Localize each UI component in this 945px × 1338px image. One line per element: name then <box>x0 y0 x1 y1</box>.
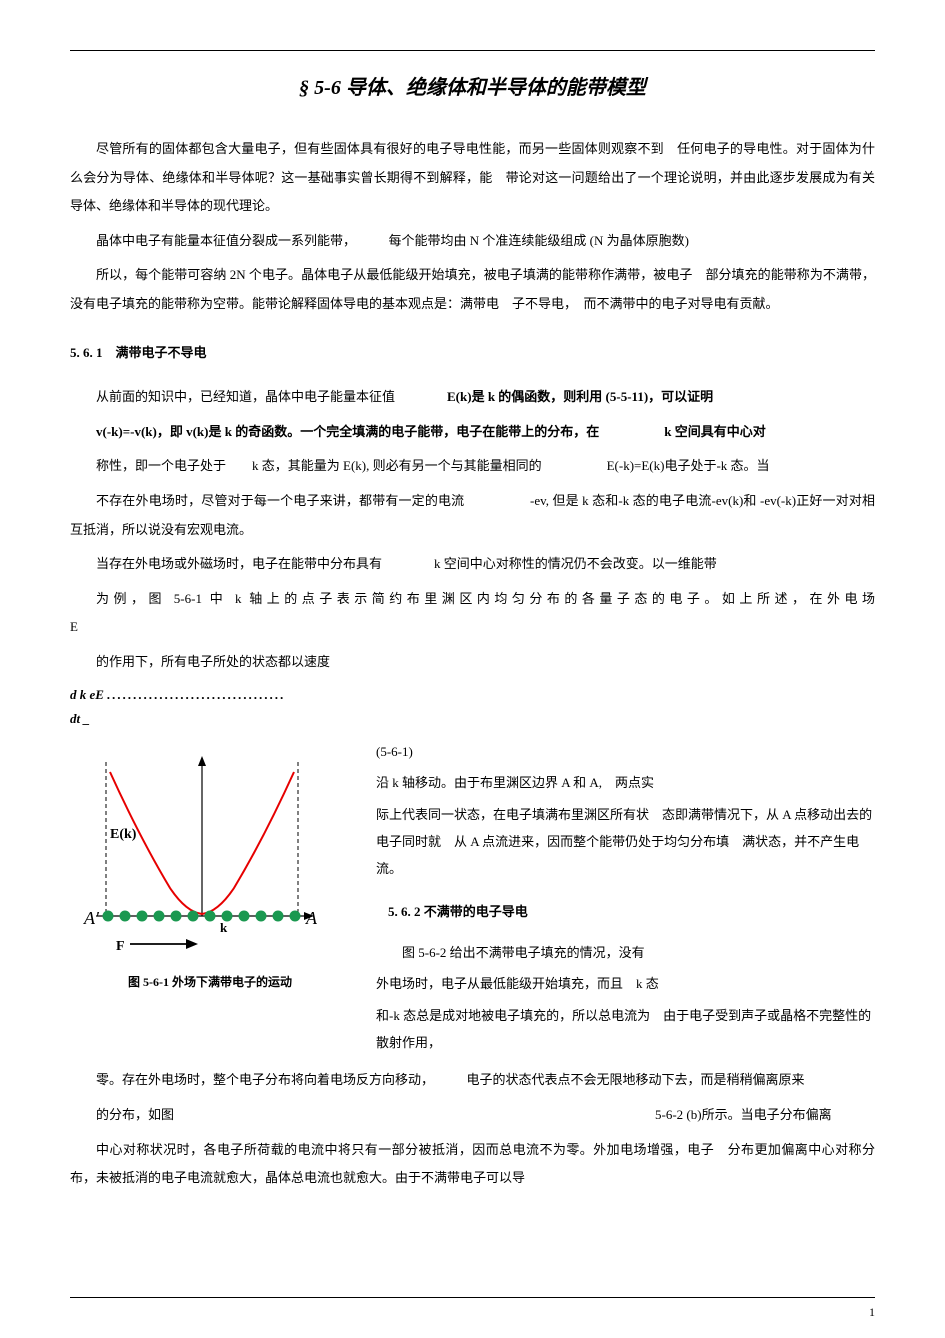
eq-line2: dt _ <box>70 711 90 726</box>
right-para-4: 外电场时，电子从最低能级开始填充，而且 k 态 <box>376 970 875 997</box>
body-para-7: 的作用下，所有电子所处的状态都以速度 <box>70 648 875 677</box>
label-Ek: E(k) <box>110 827 137 842</box>
body-para-1: 从前面的知识中，已经知道，晶体中电子能量本征值 E(k)是 k 的偶函数，则利用… <box>70 383 875 412</box>
body-para-9: 的分布，如图 5-6-2 (b)所示。当电子分布偏离 <box>70 1101 875 1130</box>
label-F: F <box>116 939 125 954</box>
body-text: 称性，即一个电子处于 k 态，其能量为 E(k), 则必有另一个与其能量相同的 <box>96 458 607 473</box>
body-text: E(-k)=E(k)电子处于-k 态。当 <box>607 458 770 473</box>
subsection-5-6-1: 5. 6. 1 满带电子不导电 <box>70 341 875 366</box>
figure-5-6-1: E(k) A′ A k F 图 5-6-1 外场下满带电子的运动 <box>70 748 350 993</box>
equation-lhs: d k eE .................................… <box>70 683 410 732</box>
y-axis-arrow <box>198 756 206 766</box>
right-text-column: (5-6-1) 沿 k 轴移动。由于布里渊区边界 A 和 A, 两点实 际上代表… <box>376 738 875 1060</box>
eq-dots: .................................. <box>107 687 286 702</box>
equation-number: (5-6-1) <box>376 738 875 765</box>
body-bold: k 空间具有中心对 <box>664 424 765 439</box>
intro-para-3: 所以，每个能带可容纳 2N 个电子。晶体电子从最低能级开始填充，被电子填满的能带… <box>70 261 875 318</box>
energy-band-chart: E(k) A′ A k F <box>70 748 330 958</box>
right-para-1: 沿 k 轴移动。由于布里渊区边界 A 和 A, 两点实 <box>376 769 875 796</box>
subsection-5-6-2: 5. 6. 2 不满带的电子导电 <box>388 900 875 925</box>
intro-para-2: 晶体中电子有能量本征值分裂成一系列能带， 每个能带均由 N 个准连续能级组成 (… <box>70 227 875 256</box>
label-A-prime: A′ <box>83 908 100 928</box>
body-para-4: 不存在外电场时，尽管对于每一个电子来讲，都带有一定的电流 -ev, 但是 k 态… <box>70 487 875 544</box>
top-rule <box>70 50 875 51</box>
figure-caption: 图 5-6-1 外场下满带电子的运动 <box>70 971 350 994</box>
body-para-5: 当存在外电场或外磁场时，电子在能带中分布具有 k 空间中心对称性的情况仍不会改变… <box>70 550 875 579</box>
body-para-2: v(-k)=-v(k)，即 v(k)是 k 的奇函数。一个完全填满的电子能带，电… <box>70 418 875 447</box>
body-bold: v(-k)=-v(k)，即 v(k)是 k 的奇函数。一个完全填满的电子能带，电… <box>96 424 664 439</box>
two-column-region: E(k) A′ A k F 图 5-6-1 外场下满带电子的运动 (5-6-1)… <box>70 738 875 1060</box>
force-arrow-head <box>186 939 198 949</box>
body-para-6: 为例，图 5-6-1 中 k 轴上的点子表示简约布里渊区内均匀分布的各量子态的电… <box>70 585 875 642</box>
bottom-rule <box>70 1297 875 1298</box>
right-para-3: 图 5-6-2 给出不满带电子填充的情况，没有 <box>376 939 875 966</box>
body-text: 从前面的知识中，已经知道，晶体中电子能量本征值 <box>96 389 447 404</box>
equation-row: d k eE .................................… <box>70 683 875 732</box>
body-para-3: 称性，即一个电子处于 k 态，其能量为 E(k), 则必有另一个与其能量相同的 … <box>70 452 875 481</box>
body-para-8: 零。存在外电场时，整个电子分布将向着电场反方向移动， 电子的状态代表点不会无限地… <box>70 1066 875 1095</box>
right-para-2: 际上代表同一状态，在电子填满布里渊区所有状 态即满带情况下，从 A 点移动出去的… <box>376 801 875 883</box>
label-A: A <box>305 908 318 928</box>
body-bold: E(k)是 k 的偶函数，则利用 (5-5-11)，可以证明 <box>447 389 713 404</box>
right-para-5: 和-k 态总是成对地被电子填充的，所以总电流为 由于电子受到声子或晶格不完整性的… <box>376 1002 875 1057</box>
page-number: 1 <box>869 1301 875 1324</box>
intro-para-1: 尽管所有的固体都包含大量电子，但有些固体具有很好的电子导电性能，而另一些固体则观… <box>70 135 875 221</box>
figure-column: E(k) A′ A k F 图 5-6-1 外场下满带电子的运动 <box>70 738 350 1060</box>
label-k: k <box>220 920 228 935</box>
body-para-10: 中心对称状况时，各电子所荷载的电流中将只有一部分被抵消，因而总电流不为零。外加电… <box>70 1136 875 1193</box>
section-title: § 5-6 导体、绝缘体和半导体的能带模型 <box>70 69 875 107</box>
eq-line1: d k eE <box>70 687 104 702</box>
